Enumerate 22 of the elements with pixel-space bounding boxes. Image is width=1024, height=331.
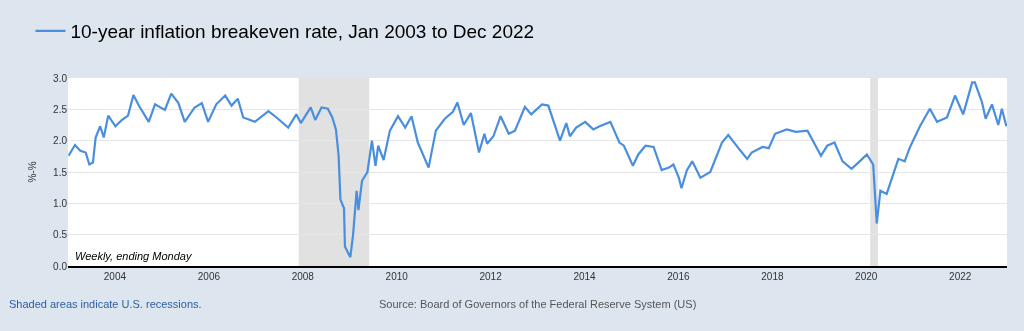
y-tick-label: 0.5 [53, 229, 68, 241]
x-tick-label: 2022 [949, 271, 972, 282]
y-tick-label: 2.5 [53, 103, 68, 115]
legend-label: 10-year inflation breakeven rate, Jan 2003 to Dec 2022 [70, 21, 535, 43]
x-tick-label: 2004 [103, 271, 127, 282]
annotation: Weekly, ending Monday [75, 250, 193, 262]
y-tick-label: 1.5 [53, 166, 68, 178]
x-tick-label: 2010 [385, 271, 409, 282]
y-tick-label: 2.0 [53, 135, 68, 147]
y-tick-label: 0.0 [53, 260, 68, 272]
x-tick-label: 2018 [761, 271, 784, 282]
x-tick-label: 2012 [479, 271, 503, 282]
y-tick-label: 1.0 [53, 197, 68, 209]
x-tick-label: 2006 [197, 271, 221, 282]
text: Shaded areas indicate U.S. recessions. [9, 298, 202, 310]
x-tick-label: 2016 [667, 271, 690, 282]
source-note: Source: Board of Governors of the Federal Reserve System (US) [379, 298, 697, 310]
x-tick-label: 2020 [855, 271, 878, 282]
y-axis-title: %-% [27, 161, 39, 183]
x-tick-label: 2014 [573, 271, 597, 282]
x-tick-label: 2008 [291, 271, 315, 282]
y-tick-label: 3.0 [53, 72, 68, 84]
